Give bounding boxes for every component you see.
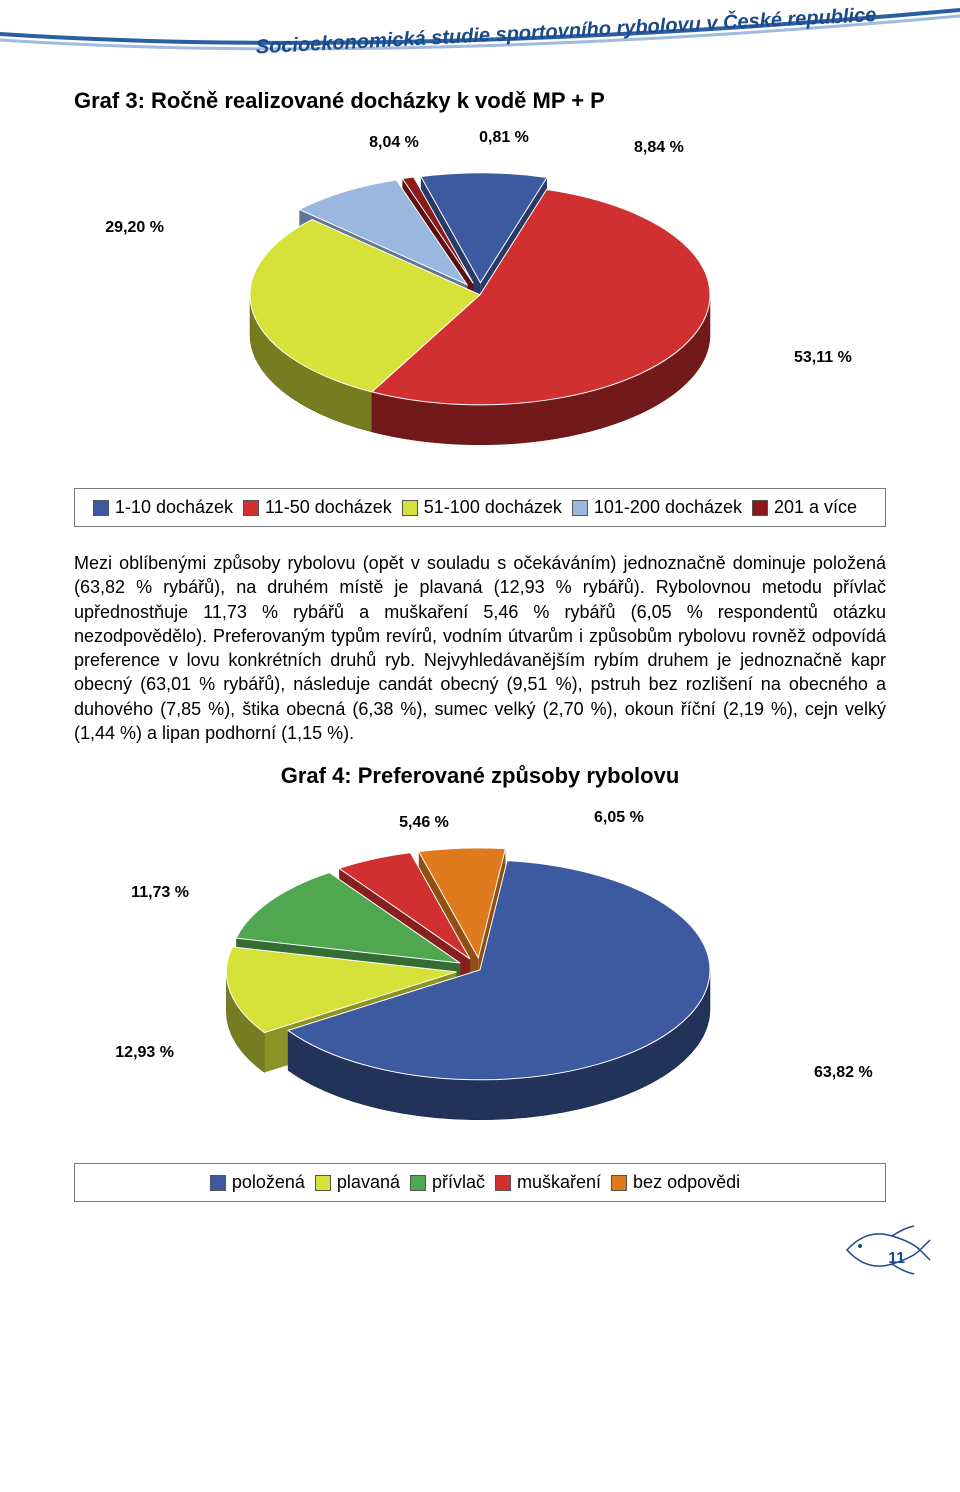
- page-footer: 11: [0, 1202, 960, 1282]
- chart2-title: Graf 4: Preferované způsoby rybolovu: [74, 763, 886, 789]
- legend-item: 1-10 docházek: [93, 497, 233, 518]
- pie-label: 6,05 %: [594, 809, 644, 826]
- legend-label: 101-200 docházek: [594, 497, 742, 518]
- chart1: 8,84 % 53,11 % 29,20 % 8,04 % 0,81 % 1-10 do…: [74, 122, 886, 527]
- legend-swatch: [210, 1175, 226, 1191]
- legend-label: položená: [232, 1172, 305, 1193]
- legend-swatch: [572, 500, 588, 516]
- legend-swatch: [495, 1175, 511, 1191]
- legend-swatch: [410, 1175, 426, 1191]
- pie-label: 8,04 %: [369, 134, 419, 151]
- legend-item: bez odpovědi: [611, 1172, 740, 1193]
- pie-label: 8,84 %: [634, 139, 684, 156]
- body-paragraph: Mezi oblíbenými způsoby rybolovu (opět v…: [74, 551, 886, 745]
- legend-swatch: [752, 500, 768, 516]
- legend-label: 1-10 docházek: [115, 497, 233, 518]
- chart2-svg: 6,05 % 63,82 % 12,93 % 11,73 % 5,46 %: [74, 797, 886, 1157]
- legend-label: přívlač: [432, 1172, 485, 1193]
- legend-swatch: [315, 1175, 331, 1191]
- legend-item: položená: [210, 1172, 305, 1193]
- legend-label: plavaná: [337, 1172, 400, 1193]
- legend-swatch: [93, 500, 109, 516]
- legend-label: muškaření: [517, 1172, 601, 1193]
- chart1-title: Graf 3: Ročně realizované docházky k vod…: [74, 88, 886, 114]
- legend-label: 51-100 docházek: [424, 497, 562, 518]
- fish-icon: [842, 1220, 932, 1280]
- chart2-legend: položená plavaná přívlač muškaření bez odpov…: [74, 1163, 886, 1202]
- chart2: 6,05 % 63,82 % 12,93 % 11,73 % 5,46 % polože…: [74, 797, 886, 1202]
- chart1-legend: 1-10 docházek 11-50 docházek 51-100 docház…: [74, 488, 886, 527]
- legend-label: bez odpovědi: [633, 1172, 740, 1193]
- page-number: 11: [888, 1250, 905, 1268]
- legend-label: 201 a více: [774, 497, 857, 518]
- pie-label: 29,20 %: [105, 219, 164, 236]
- chart1-svg: 8,84 % 53,11 % 29,20 % 8,04 % 0,81 %: [74, 122, 886, 482]
- pie-label: 5,46 %: [399, 814, 449, 831]
- pie-label: 0,81 %: [479, 129, 529, 146]
- legend-swatch: [611, 1175, 627, 1191]
- page-header: Socioekonomická studie sportovního rybol…: [0, 0, 960, 60]
- legend-item: 11-50 docházek: [243, 497, 392, 518]
- pie-label: 12,93 %: [115, 1044, 174, 1061]
- legend-item: 51-100 docházek: [402, 497, 562, 518]
- pie-label: 11,73 %: [131, 884, 189, 901]
- legend-swatch: [243, 500, 259, 516]
- pie-label: 63,82 %: [814, 1064, 873, 1081]
- legend-item: muškaření: [495, 1172, 601, 1193]
- legend-item: 101-200 docházek: [572, 497, 742, 518]
- pie-label: 53,11 %: [794, 349, 852, 366]
- legend-item: 201 a více: [752, 497, 857, 518]
- legend-item: plavaná: [315, 1172, 400, 1193]
- legend-item: přívlač: [410, 1172, 485, 1193]
- legend-label: 11-50 docházek: [265, 497, 392, 518]
- legend-swatch: [402, 500, 418, 516]
